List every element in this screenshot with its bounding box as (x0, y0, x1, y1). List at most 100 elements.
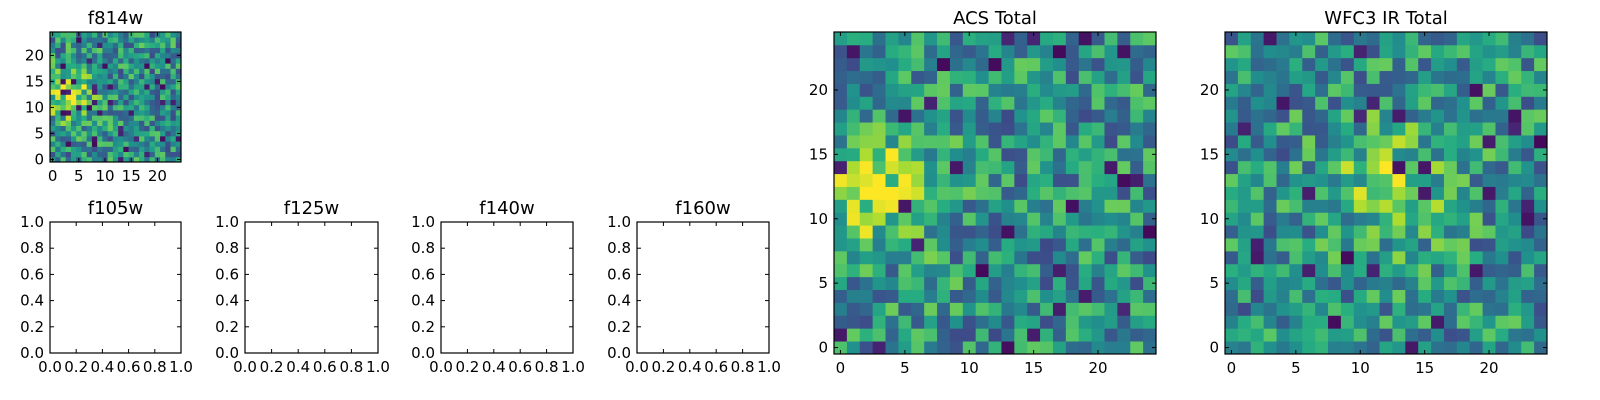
heatmap-cell (97, 58, 103, 64)
heatmap-cell (97, 99, 103, 106)
heatmap-cell (1143, 44, 1157, 59)
heatmap-cell (1001, 173, 1015, 187)
x-tick-label: 0.4 (286, 358, 310, 376)
heatmap-cell (102, 136, 109, 142)
heatmap-cell (97, 63, 103, 69)
heatmap-cell (1091, 44, 1105, 59)
heatmap-cell (60, 32, 67, 38)
heatmap-cell (898, 147, 912, 162)
heatmap-cell (1366, 83, 1380, 97)
heatmap-cell (1328, 225, 1342, 239)
heatmap-cell (1379, 225, 1393, 239)
heatmap-cell (160, 94, 166, 100)
heatmap-cell (1065, 122, 1080, 136)
heatmap-cell (1508, 238, 1522, 252)
heatmap-cell (1508, 135, 1522, 149)
heatmap-cell (97, 89, 103, 95)
heatmap-cell (1405, 186, 1419, 200)
heatmap-cell (128, 141, 135, 147)
heatmap-cell (1521, 135, 1535, 149)
heatmap-cell (165, 47, 171, 54)
heatmap-cell (1276, 186, 1290, 200)
heatmap-cell (1495, 160, 1509, 175)
heatmap-cell (872, 44, 886, 59)
heatmap-cell (885, 212, 899, 226)
heatmap-cell (1250, 70, 1265, 84)
heatmap-cell (898, 160, 912, 175)
heatmap-cell (1289, 96, 1303, 110)
y-tick-label: 0.6 (20, 265, 44, 283)
heatmap-cell (911, 289, 925, 303)
heatmap-cell (1027, 57, 1041, 72)
heatmap-cell (123, 42, 129, 48)
heatmap-cell (1040, 276, 1054, 290)
heatmap-cell (107, 78, 114, 85)
heatmap-cell (154, 78, 161, 85)
heatmap-cell (1353, 186, 1368, 200)
heatmap-cell (55, 58, 61, 64)
heatmap-cell (112, 115, 119, 121)
heatmap-cell (1482, 225, 1496, 239)
heatmap-cell (70, 84, 77, 90)
heatmap-cell (170, 110, 177, 116)
heatmap-cell (133, 120, 140, 126)
heatmap-cell (834, 57, 848, 72)
heatmap-cell (1302, 147, 1316, 162)
heatmap-cell (1328, 160, 1342, 175)
heatmap-cell (128, 99, 135, 106)
heatmap-cell (1482, 238, 1496, 252)
heatmap-cell (1315, 225, 1329, 239)
heatmap-cell (1418, 289, 1432, 303)
heatmap-cell (70, 130, 77, 137)
heatmap-cell (1078, 44, 1092, 59)
heatmap-cell (112, 125, 119, 132)
heatmap-cell (1443, 315, 1458, 329)
heatmap-cell (949, 199, 964, 213)
heatmap-cell (1052, 302, 1067, 316)
heatmap-cell (1225, 302, 1239, 316)
heatmap-cell (846, 186, 861, 200)
heatmap-cell (55, 125, 61, 132)
heatmap-cell (846, 315, 861, 329)
heatmap-cell (1469, 83, 1483, 97)
heatmap-cell (1302, 109, 1316, 123)
heatmap-cell (1014, 250, 1028, 265)
heatmap-cell (70, 68, 77, 74)
heatmap-cell (1405, 173, 1419, 187)
heatmap-cell (1289, 109, 1303, 123)
heatmap-cell (81, 73, 88, 80)
heatmap-cell (1237, 57, 1252, 72)
heatmap-cell (1405, 328, 1419, 342)
heatmap-cell (924, 250, 938, 265)
heatmap-cell (1104, 135, 1118, 149)
heatmap-cell (149, 84, 156, 90)
heatmap-cell (1225, 44, 1239, 59)
panel-title: ACS Total (953, 8, 1037, 29)
heatmap-cell (1302, 328, 1316, 342)
heatmap-cell (1276, 96, 1290, 110)
heatmap-cell (872, 147, 886, 162)
heatmap-cell (1143, 289, 1157, 303)
heatmap-cell (102, 89, 109, 95)
heatmap-cell (1456, 276, 1471, 290)
heatmap-cell (859, 238, 874, 252)
heatmap-cell (102, 52, 109, 59)
heatmap-cell (123, 115, 129, 121)
x-tick-label: 1.0 (366, 358, 390, 376)
heatmap-cell (1379, 57, 1393, 72)
heatmap-cell (1431, 315, 1445, 329)
heatmap-cell (1078, 147, 1092, 162)
heatmap-cell (1040, 135, 1054, 149)
heatmap-cell (846, 302, 861, 316)
y-tick-label: 5 (818, 274, 828, 292)
heatmap-cell (165, 32, 171, 38)
heatmap-cell (1052, 122, 1067, 136)
heatmap-cell (118, 47, 124, 54)
heatmap-cell (962, 70, 977, 84)
heatmap-cell (846, 135, 861, 149)
heatmap-cell (70, 78, 77, 85)
heatmap-cell (1379, 96, 1393, 110)
heatmap-cell (1315, 57, 1329, 72)
